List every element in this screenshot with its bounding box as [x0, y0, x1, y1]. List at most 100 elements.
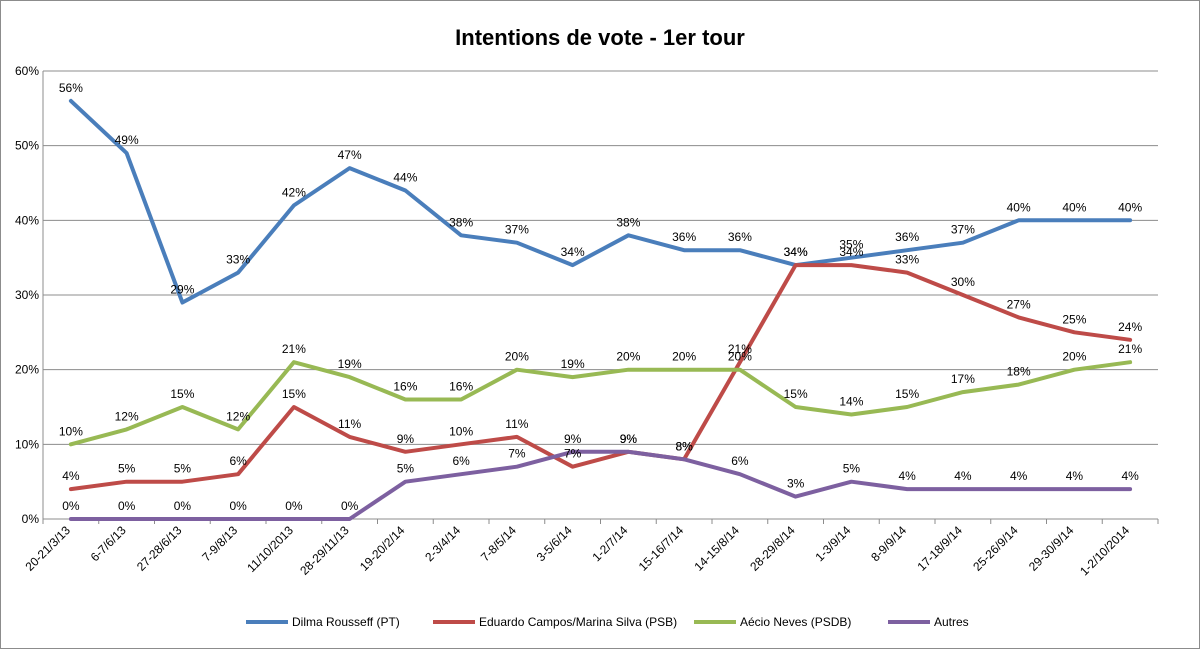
data-label: 9%: [620, 432, 638, 446]
legend-label-2: Eduardo Campos/Marina Silva (PSB): [479, 615, 677, 629]
data-label: 34%: [784, 245, 808, 259]
chart-title: Intentions de vote - 1er tour: [455, 25, 745, 50]
data-label: 19%: [561, 357, 585, 371]
data-label: 4%: [954, 469, 972, 483]
data-label: 6%: [229, 454, 247, 468]
x-tick-label: 7-8/5/14: [478, 523, 519, 564]
data-label: 40%: [1118, 200, 1142, 214]
data-label: 5%: [118, 462, 136, 476]
x-tick-label: 27-28/6/13: [134, 523, 185, 574]
data-label: 20%: [1062, 350, 1086, 364]
legend-label-3: Aécio Neves (PSDB): [740, 615, 851, 629]
data-label: 9%: [620, 432, 638, 446]
data-label: 6%: [731, 454, 749, 468]
data-label: 9%: [397, 432, 415, 446]
data-label: 15%: [784, 387, 808, 401]
data-label: 21%: [282, 342, 306, 356]
data-label: 0%: [62, 499, 80, 513]
x-tick-label: 3-5/6/14: [534, 523, 575, 564]
data-label: 0%: [341, 499, 359, 513]
y-tick-label: 60%: [15, 64, 39, 78]
data-label: 10%: [59, 424, 83, 438]
data-label: 34%: [561, 245, 585, 259]
data-label: 19%: [338, 357, 362, 371]
gridlines: [43, 70, 1158, 445]
data-label: 30%: [951, 275, 975, 289]
data-label: 21%: [728, 342, 752, 356]
data-label: 38%: [616, 215, 640, 229]
data-label: 20%: [672, 350, 696, 364]
x-tick-label: 19-20/2/14: [357, 523, 408, 574]
data-label: 4%: [1066, 469, 1084, 483]
data-label: 16%: [393, 380, 417, 394]
x-tick-label: 20-21/3/13: [23, 523, 74, 574]
series-lines: [68, 98, 1133, 521]
data-label: 35%: [839, 238, 863, 252]
y-tick-label: 30%: [15, 288, 39, 302]
data-label: 36%: [895, 230, 919, 244]
data-label: 24%: [1118, 320, 1142, 334]
x-tick-label: 14-15/8/14: [692, 523, 743, 574]
y-tick-label: 40%: [15, 213, 39, 227]
data-label: 37%: [505, 223, 529, 237]
data-label: 0%: [229, 499, 247, 513]
data-label: 5%: [843, 462, 861, 476]
data-label: 5%: [174, 462, 192, 476]
data-label: 56%: [59, 81, 83, 95]
data-label: 33%: [226, 253, 250, 267]
y-tick-label: 0%: [22, 512, 40, 526]
data-labels: 56% 49% 29% 33% 42% 47% 44% 38% 37% 34% 38% 36% 36% 3…: [59, 81, 1143, 513]
data-label: 11%: [505, 417, 528, 431]
data-label: 0%: [118, 499, 136, 513]
data-label: 29%: [170, 282, 194, 296]
data-label: 0%: [174, 499, 192, 513]
data-label: 6%: [452, 454, 470, 468]
data-label: 36%: [672, 230, 696, 244]
data-label: 9%: [564, 432, 582, 446]
data-label: 4%: [898, 469, 916, 483]
data-label: 33%: [895, 253, 919, 267]
data-label: 16%: [449, 380, 473, 394]
data-label: 14%: [839, 394, 863, 408]
data-label: 44%: [393, 170, 417, 184]
data-label: 38%: [449, 215, 473, 229]
data-label: 15%: [170, 387, 194, 401]
data-label: 18%: [1007, 365, 1031, 379]
data-label: 0%: [285, 499, 303, 513]
data-label: 12%: [226, 409, 250, 423]
x-tick-label: 7-9/8/13: [199, 523, 240, 564]
x-tick-label: 1-3/9/14: [812, 523, 853, 564]
data-label: 20%: [616, 350, 640, 364]
x-tick-label: 28-29/8/14: [747, 523, 798, 574]
data-label: 11%: [338, 417, 361, 431]
x-tick-label: 29-30/9/14: [1026, 523, 1077, 574]
data-label: 40%: [1007, 200, 1031, 214]
data-label: 8%: [675, 439, 693, 453]
y-tick-label: 10%: [15, 437, 39, 451]
legend-label-1: Dilma Rousseff (PT): [292, 615, 400, 629]
data-label: 34%: [784, 245, 808, 259]
data-label: 8%: [675, 439, 693, 453]
y-tick-label: 20%: [15, 363, 39, 377]
data-label: 7%: [564, 447, 582, 461]
x-tick-label: 25-26/9/14: [970, 523, 1021, 574]
series-line-1: [68, 98, 1133, 305]
legend: Dilma Rousseff (PT) Eduardo Campos/Marina…: [246, 615, 969, 629]
data-label: 37%: [951, 223, 975, 237]
data-label: 4%: [62, 469, 80, 483]
data-label: 4%: [1121, 469, 1139, 483]
data-label: 3%: [787, 477, 805, 491]
x-tick-label: 2-3/4/14: [422, 523, 463, 564]
x-tick-label: 8-9/9/14: [868, 523, 909, 564]
x-tick-label: 28-29/11/13: [297, 523, 352, 578]
data-label: 21%: [1118, 342, 1142, 356]
data-label: 49%: [115, 133, 139, 147]
data-label: 20%: [728, 350, 752, 364]
data-label: 40%: [1062, 200, 1086, 214]
y-tick-label: 50%: [15, 139, 39, 153]
data-label: 7%: [508, 447, 526, 461]
series-line-3: [68, 360, 1133, 447]
data-label: 17%: [951, 372, 975, 386]
